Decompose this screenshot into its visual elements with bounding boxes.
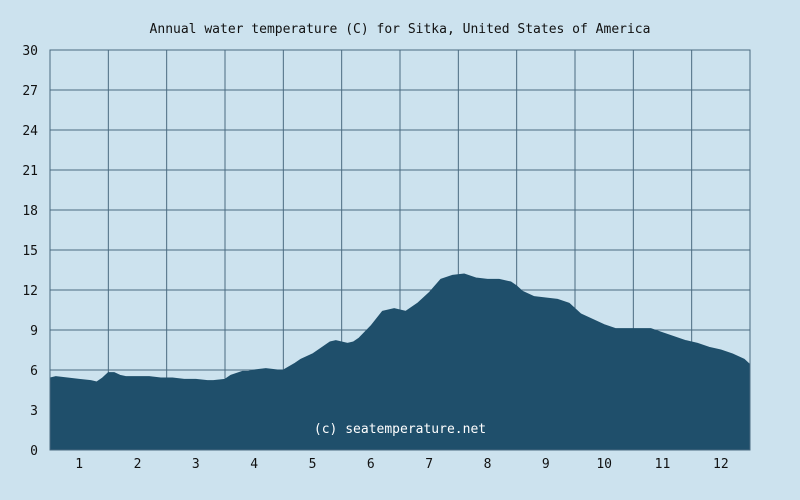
x-tick-label: 7	[425, 457, 433, 472]
x-tick-label: 3	[192, 457, 200, 472]
y-tick-label: 30	[22, 44, 38, 59]
x-tick-label: 4	[250, 457, 258, 472]
y-tick-label: 0	[30, 444, 38, 459]
plot-border	[49, 49, 751, 451]
y-tick-label: 18	[22, 204, 38, 219]
x-axis-tick-labels: 1 2 3 4 5 6 7 8 9 10 11 12	[75, 457, 728, 472]
y-tick-label: 15	[22, 244, 38, 259]
x-tick-label: 1	[75, 457, 83, 472]
y-tick-label: 24	[22, 124, 38, 139]
chart-title: Annual water temperature (C) for Sitka, …	[150, 22, 651, 37]
x-tick-label: 11	[655, 457, 671, 472]
temperature-area-series	[49, 273, 751, 451]
y-tick-label: 3	[30, 404, 38, 419]
y-tick-label: 21	[22, 164, 38, 179]
x-tick-label: 9	[542, 457, 550, 472]
y-axis-tick-labels: 0 3 6 9 12 15 18 21 24 27 30	[22, 44, 38, 459]
x-tick-label: 12	[713, 457, 729, 472]
plot-frame	[49, 49, 751, 451]
x-tick-label: 2	[134, 457, 142, 472]
x-tick-label: 5	[309, 457, 317, 472]
y-tick-label: 6	[30, 364, 38, 379]
watermark-text: (c) seatemperature.net	[314, 422, 486, 437]
series-area-group	[49, 273, 751, 451]
y-tick-label: 12	[22, 284, 38, 299]
x-tick-label: 8	[484, 457, 492, 472]
x-tick-label: 6	[367, 457, 375, 472]
y-tick-label: 9	[30, 324, 38, 339]
x-tick-label: 10	[596, 457, 612, 472]
y-tick-label: 27	[22, 84, 38, 99]
